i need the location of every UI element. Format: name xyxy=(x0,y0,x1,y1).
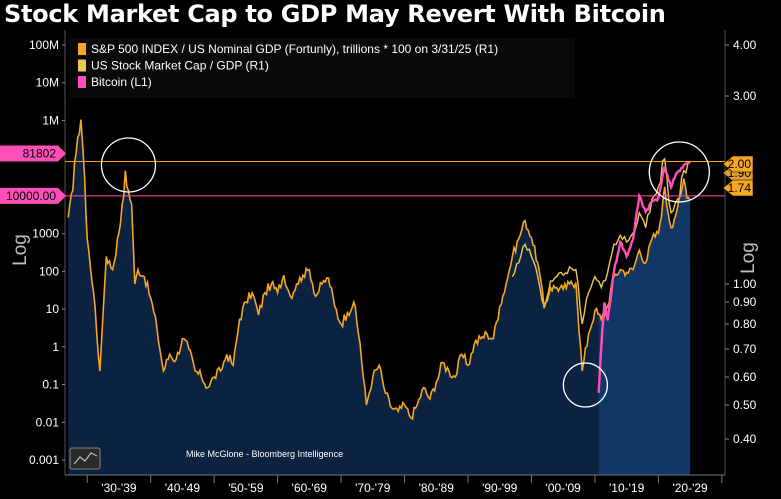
right-tick-label: 0.40 xyxy=(733,432,757,446)
series-line-sp500 xyxy=(67,119,691,421)
legend-swatch xyxy=(78,59,86,72)
left-tick-label: 1M xyxy=(42,113,59,127)
right-tag-200: 2.00 xyxy=(722,155,754,173)
right-tick-label: 0.60 xyxy=(733,370,757,384)
left-tag-81802: 81802 xyxy=(0,145,66,162)
chart-type-icon-frame xyxy=(69,447,101,470)
legend-swatch xyxy=(78,43,86,55)
legend-box xyxy=(70,38,575,98)
highlight-circle-1937 xyxy=(100,137,157,193)
area-fill-group xyxy=(68,119,691,475)
legend-entry: S&P 500 INDEX / US Nominal GDP (Fortunly… xyxy=(91,42,498,56)
legend: S&P 500 INDEX / US Nominal GDP (Fortunly… xyxy=(70,38,575,98)
left-tick-label: 0.01 xyxy=(36,415,60,429)
right-tag-200-label: 2.00 xyxy=(728,157,752,171)
right-tick-label: 0.80 xyxy=(733,317,757,331)
chart-title: Stock Market Cap to GDP May Revert With … xyxy=(4,0,666,28)
right-tick-label: 0.50 xyxy=(733,398,757,412)
x-tick-label: '40-'49 xyxy=(165,481,201,495)
source-text: Mike McGlone - Bloomberg Intelligence xyxy=(186,449,343,459)
left-tag-81802-label: 81802 xyxy=(23,146,57,160)
x-tick-label: '20-'29 xyxy=(672,481,708,495)
right-axis-title: Log xyxy=(738,242,759,274)
highlight-circle-2024 xyxy=(648,141,710,203)
right-tag-174-shape xyxy=(722,179,754,197)
x-tick-label: '50-'59 xyxy=(228,481,264,495)
series-line-bitcoin xyxy=(597,160,691,393)
right-tick-label: 4.00 xyxy=(733,38,757,52)
x-tick-label: '10-'19 xyxy=(609,481,645,495)
highlight-circle-2009 xyxy=(562,362,609,408)
axes xyxy=(64,30,726,476)
right-tick-label: 0.90 xyxy=(733,295,757,309)
chart-type-icon xyxy=(69,447,101,470)
right-tick-label: 3.00 xyxy=(733,89,757,103)
left-tick-label: 1000 xyxy=(32,227,59,241)
x-tick-label: '70-'79 xyxy=(355,481,391,495)
left-axis-title: Log xyxy=(10,234,31,266)
left-tag-81802-shape xyxy=(0,145,66,162)
left-tag-10000: 10000.00 xyxy=(0,187,66,204)
chart-type-icon-line xyxy=(73,452,98,465)
left-tick-label: 0.001 xyxy=(29,453,59,467)
legend-entry: Bitcoin (L1) xyxy=(91,75,152,89)
x-tick-label: '00-'09 xyxy=(546,481,582,495)
area-fill-recent xyxy=(598,178,691,475)
left-tag-10000-shape xyxy=(0,187,66,204)
right-tick-label: 1.00 xyxy=(733,277,757,291)
x-tick-label: '60-'69 xyxy=(292,481,328,495)
area-fill xyxy=(68,119,691,475)
right-tag-200-shape xyxy=(722,155,754,173)
highlight-circles xyxy=(100,137,710,408)
reference-lines xyxy=(65,160,725,197)
series-lines xyxy=(67,119,691,421)
legend-swatch xyxy=(78,76,86,88)
left-tick-label: 100M xyxy=(29,38,59,52)
right-tag-174-label: 1.74 xyxy=(728,181,752,195)
x-tick-label: '90-'99 xyxy=(482,481,518,495)
right-tag-174: 1.74 xyxy=(722,179,754,197)
legend-entry: US Stock Market Cap / GDP (R1) xyxy=(91,59,269,73)
left-tick-label: 10M xyxy=(36,76,59,90)
right-tick-label: 0.70 xyxy=(733,342,757,356)
left-tag-10000-label: 10000.00 xyxy=(6,189,56,203)
left-tick-label: 0.1 xyxy=(42,378,59,392)
chart-misc: Mike McGlone - Bloomberg Intelligence xyxy=(69,447,343,470)
tick-labels: 100M 10M 1M 1000 100 10 1 0.1 0.01 0.001 4.00 3.00 1… xyxy=(10,38,759,495)
x-tick-label: '30-'39 xyxy=(101,481,137,495)
left-tick-label: 1 xyxy=(52,340,59,354)
left-tick-label: 100 xyxy=(39,264,59,278)
left-tick-label: 10 xyxy=(46,302,60,316)
x-tick-label: '80-'89 xyxy=(419,481,455,495)
